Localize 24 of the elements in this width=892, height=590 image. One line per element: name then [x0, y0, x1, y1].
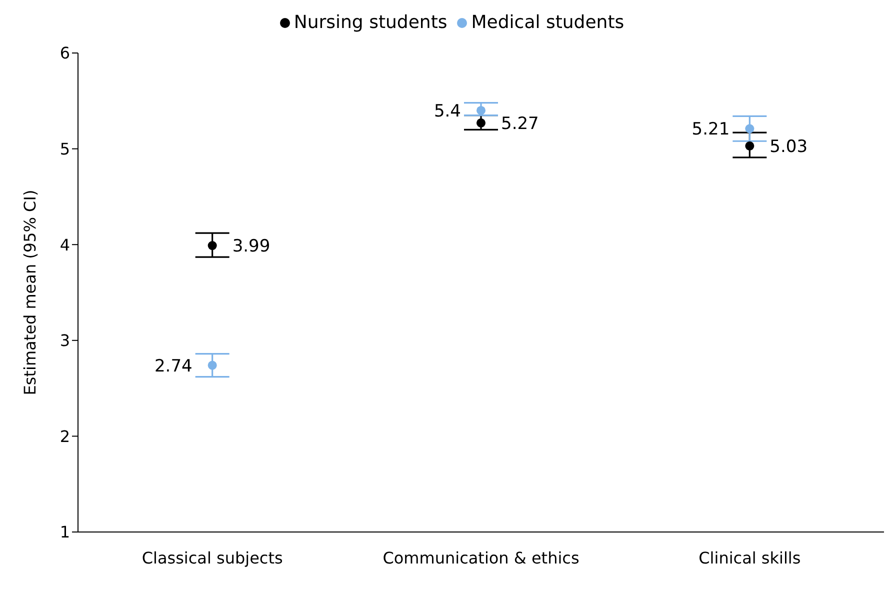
- point: [476, 106, 486, 115]
- legend-label: Medical students: [471, 12, 624, 33]
- point: [208, 360, 217, 370]
- x-tick-label: Classical subjects: [142, 548, 283, 568]
- x-tick-label: Clinical skills: [698, 548, 801, 568]
- y-tick-label: 1: [60, 522, 70, 542]
- x-tick-label: Communication & ethics: [382, 548, 580, 568]
- data-label: 3.99: [232, 236, 270, 257]
- y-axis-title: Estimated mean (95% CI): [20, 190, 40, 396]
- y-tick-label: 2: [60, 426, 70, 446]
- data-label: 5.4: [434, 101, 461, 122]
- point: [476, 118, 486, 128]
- y-tick-label: 3: [60, 331, 70, 350]
- legend-label: Nursing students: [294, 12, 448, 33]
- y-tick-label: 4: [60, 235, 70, 254]
- y-tick-label: 6: [60, 44, 70, 63]
- point: [208, 241, 217, 250]
- data-label: 5.21: [692, 120, 730, 140]
- point: [745, 141, 754, 150]
- data-label: 2.74: [154, 356, 192, 376]
- data-label: 5.03: [770, 136, 808, 157]
- point: [745, 124, 754, 134]
- data-label: 5.27: [501, 114, 539, 134]
- y-tick-label: 5: [60, 139, 70, 158]
